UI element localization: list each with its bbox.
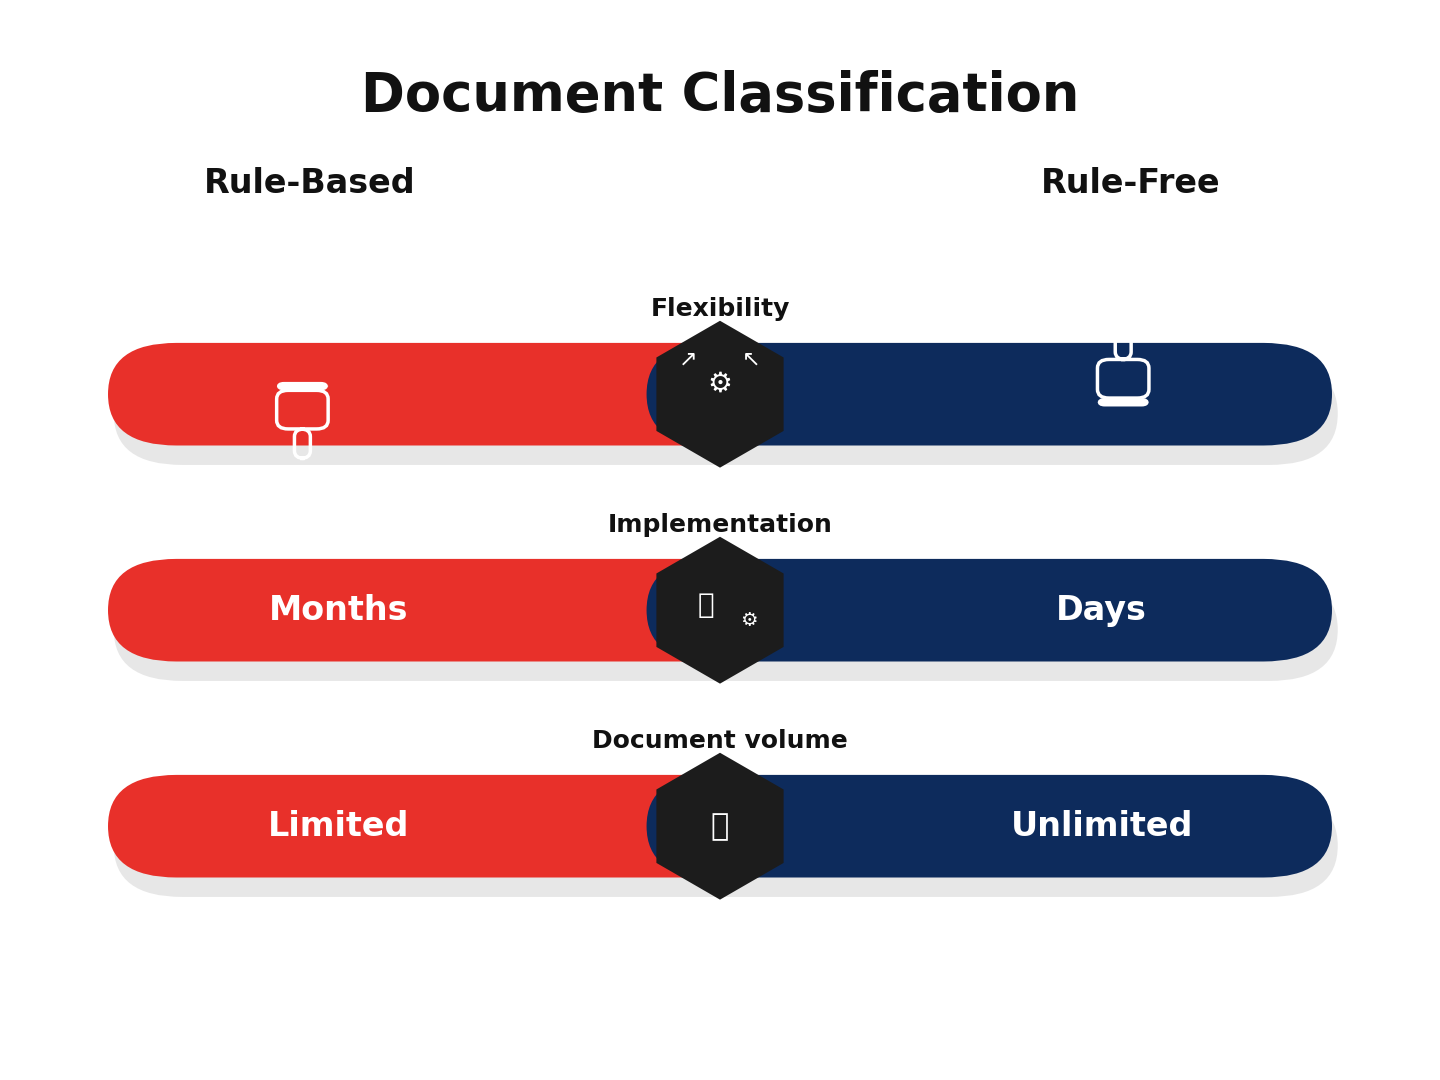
FancyBboxPatch shape (647, 775, 1332, 877)
Text: ↗: ↗ (680, 350, 697, 369)
FancyBboxPatch shape (108, 343, 793, 445)
FancyBboxPatch shape (114, 795, 1338, 896)
Text: Document Classification: Document Classification (361, 70, 1079, 122)
Text: Days: Days (1056, 594, 1148, 626)
Text: ⚙: ⚙ (707, 369, 733, 397)
FancyBboxPatch shape (114, 579, 1338, 681)
Text: Rule-Based: Rule-Based (204, 167, 415, 201)
Polygon shape (657, 537, 783, 684)
Text: ⚙: ⚙ (740, 611, 757, 631)
FancyBboxPatch shape (647, 343, 1332, 445)
Text: 📄: 📄 (711, 812, 729, 840)
Text: Rule-Free: Rule-Free (1041, 167, 1220, 201)
Polygon shape (657, 753, 783, 900)
Polygon shape (657, 321, 783, 468)
Text: Unlimited: Unlimited (1011, 810, 1192, 842)
FancyBboxPatch shape (1097, 399, 1149, 406)
FancyBboxPatch shape (114, 363, 1338, 464)
Text: 💡: 💡 (697, 591, 714, 619)
FancyBboxPatch shape (108, 559, 793, 661)
FancyBboxPatch shape (276, 382, 328, 390)
FancyBboxPatch shape (647, 559, 1332, 661)
Text: Limited: Limited (268, 810, 409, 842)
Text: Implementation: Implementation (608, 513, 832, 538)
FancyBboxPatch shape (108, 775, 793, 877)
Text: Document volume: Document volume (592, 729, 848, 754)
Text: Flexibility: Flexibility (651, 297, 789, 321)
Text: Months: Months (269, 594, 408, 626)
Text: ↖: ↖ (743, 350, 760, 369)
